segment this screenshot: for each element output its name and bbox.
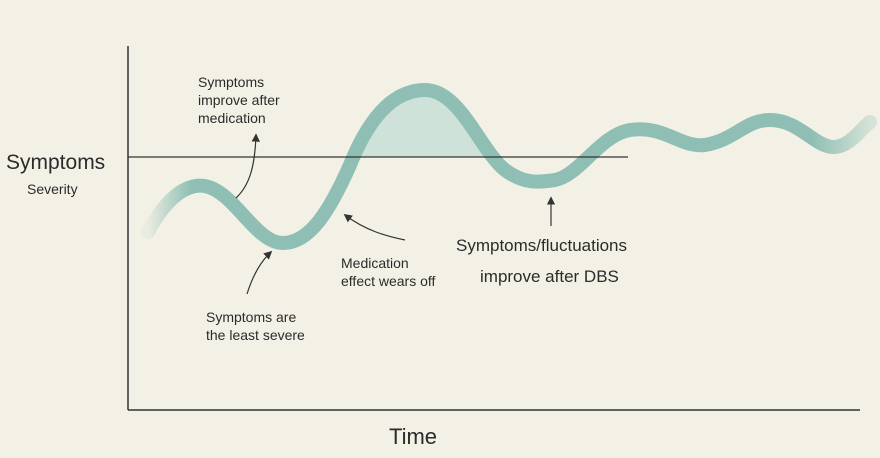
annotation-line: improve after <box>198 92 280 108</box>
annotation-line: Symptoms <box>198 74 264 90</box>
annotation-line: improve after DBS <box>480 267 619 286</box>
annotation-line: medication <box>198 110 266 126</box>
arrow <box>246 250 273 295</box>
symptom-curve <box>141 82 877 251</box>
x-label: Time <box>389 424 437 449</box>
annotation-line: Symptoms/fluctuations <box>456 236 627 255</box>
annotation-line: Symptoms are <box>206 309 296 325</box>
y-sublabel: Severity <box>27 181 78 197</box>
y-label: Symptoms <box>6 151 105 174</box>
annotation-line: the least severe <box>206 327 305 343</box>
annotation-line: effect wears off <box>341 273 436 289</box>
annotation-line: Medication <box>341 255 409 271</box>
arrow <box>343 213 406 241</box>
arrow <box>235 133 260 199</box>
